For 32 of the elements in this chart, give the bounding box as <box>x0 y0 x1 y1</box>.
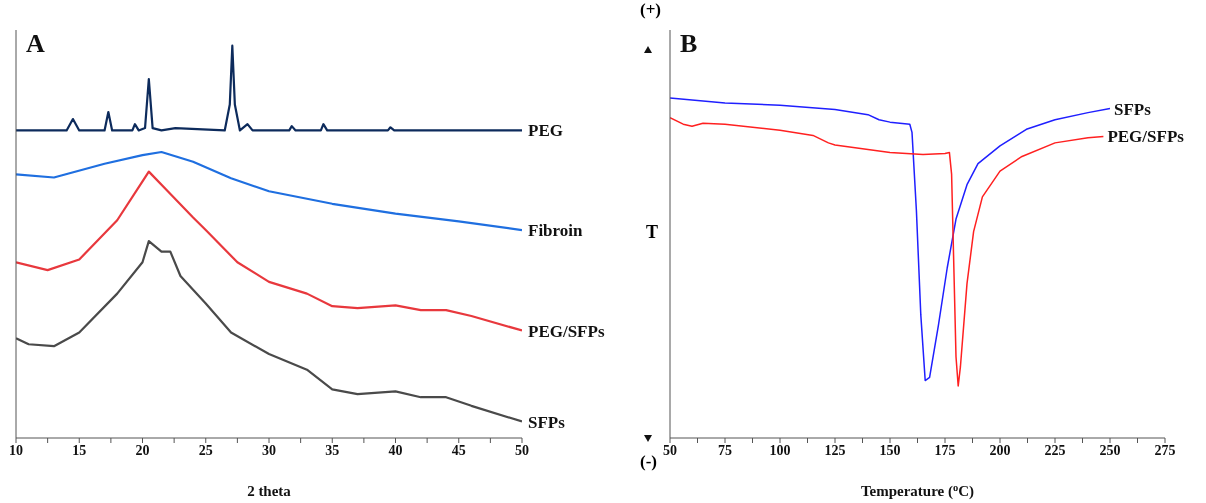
chart-title: A <box>26 29 45 58</box>
x-tick-label: 200 <box>989 442 1011 458</box>
x-tick-label: 10 <box>9 442 23 458</box>
x-tick-label: 275 <box>1154 442 1176 458</box>
y-axis-title: T <box>646 222 659 242</box>
x-tick-label: 75 <box>718 442 732 458</box>
series-label: SFPs <box>1114 99 1152 119</box>
x-tick-label: 45 <box>451 442 466 458</box>
series-label: Fibroin <box>528 221 584 241</box>
series-label: PEG/SFPs <box>1107 127 1185 147</box>
series-label: SFPs <box>528 412 566 432</box>
x-tick-label: 125 <box>824 442 846 458</box>
x-tick-label: 250 <box>1099 442 1121 458</box>
x-tick-label: 100 <box>769 442 791 458</box>
chart-title: B <box>680 29 698 58</box>
x-tick-label: 25 <box>198 442 213 458</box>
series-label: PEG <box>528 121 563 141</box>
x-tick-label: 50 <box>515 442 529 458</box>
x-tick-label: 15 <box>72 442 87 458</box>
text: (+) <box>640 0 662 19</box>
text: (-) <box>640 452 657 471</box>
x-tick-label: 225 <box>1044 442 1066 458</box>
x-tick-label: 35 <box>325 442 340 458</box>
x-tick-label: 50 <box>663 442 677 458</box>
x-tick-label: 20 <box>135 442 150 458</box>
x-tick-label: 40 <box>388 442 403 458</box>
series-label: PEG/SFPs <box>528 321 605 341</box>
x-axis-title: Temperature ($^{o}$C) <box>860 481 975 500</box>
x-tick-label: 30 <box>262 442 276 458</box>
x-tick-label: 150 <box>879 442 901 458</box>
x-tick-label: 175 <box>934 442 956 458</box>
x-axis-title: 2 theta <box>247 483 292 499</box>
